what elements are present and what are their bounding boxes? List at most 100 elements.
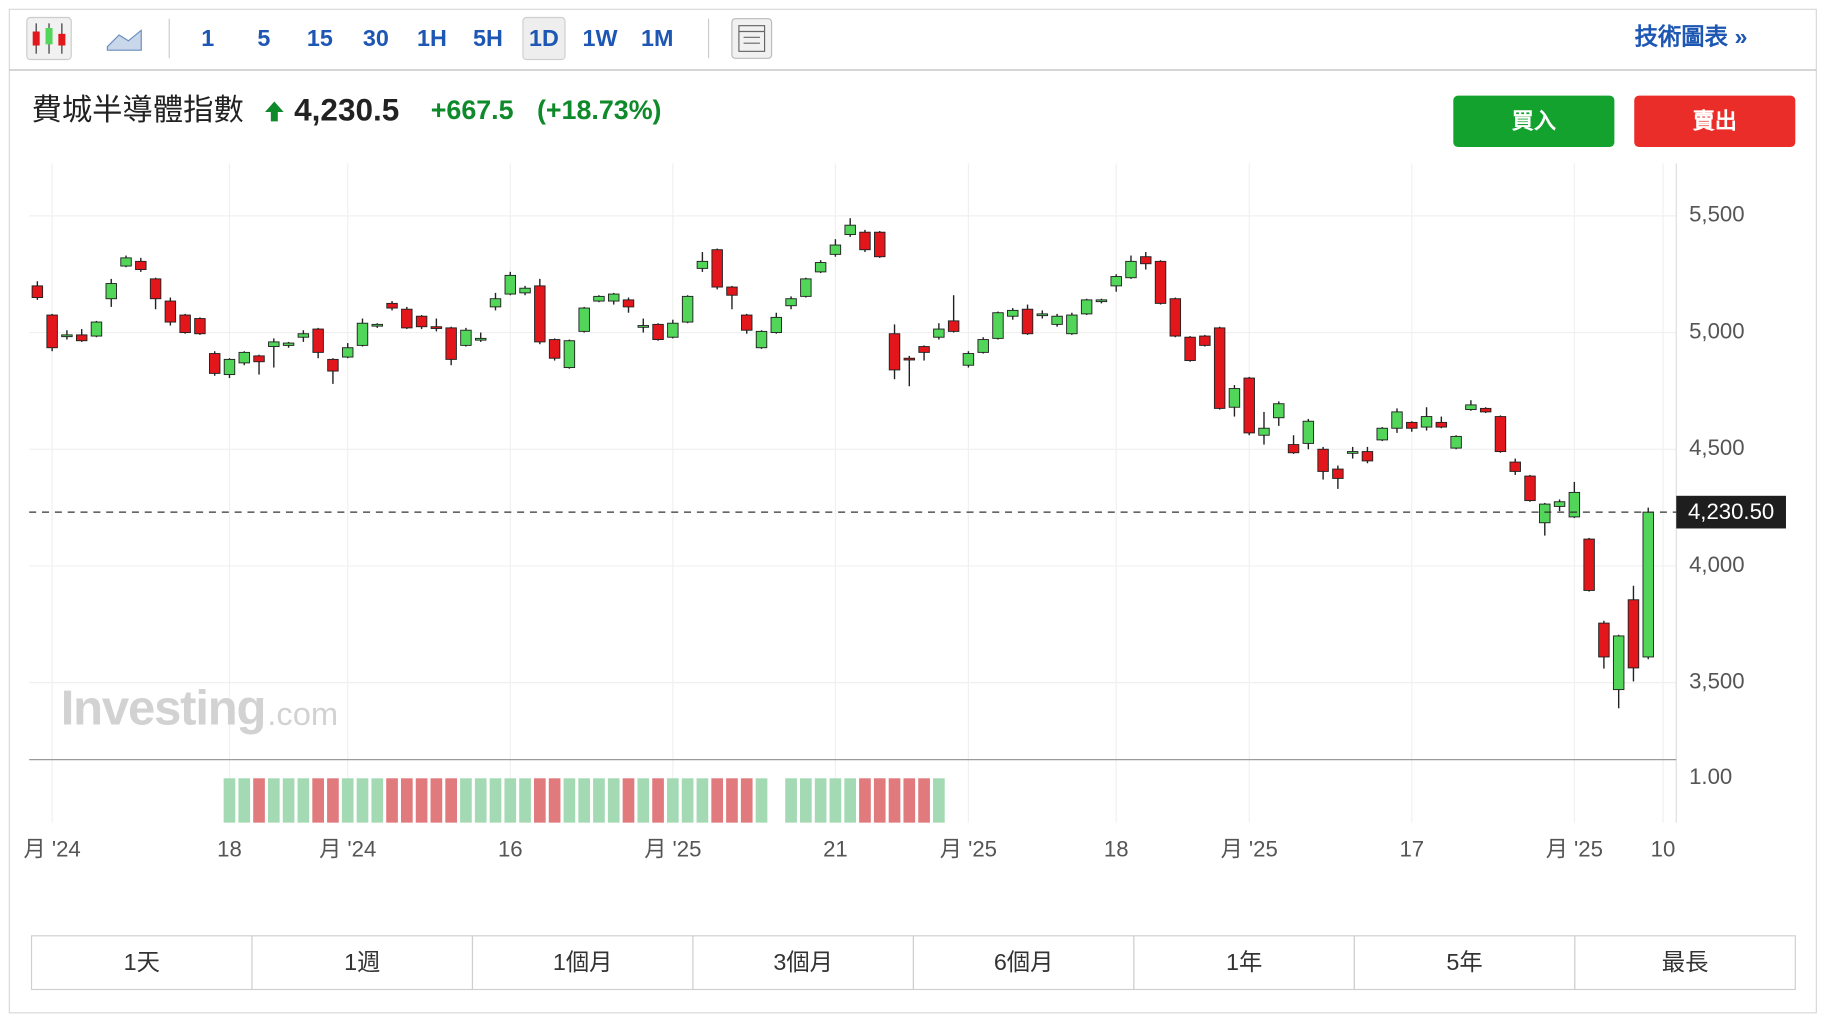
candle-body (386, 302, 398, 309)
candle-body (1612, 635, 1625, 691)
candle-body (1080, 299, 1093, 315)
interval[interactable]: 1M (641, 25, 673, 51)
candle-body (61, 334, 73, 338)
change: +667.5 (431, 95, 514, 125)
price: 4,230.5 (294, 91, 399, 127)
interval[interactable]: 30 (363, 25, 389, 51)
candle-body (149, 278, 162, 300)
candle-body (179, 314, 191, 334)
range-button[interactable] (251, 935, 474, 991)
candle-body (888, 333, 901, 371)
frame (8, 8, 1817, 1014)
candle-body (755, 330, 768, 349)
volume-bar (918, 778, 930, 823)
last-price-label: 4,230.50 (1688, 499, 1774, 524)
candle-body (356, 322, 369, 346)
interval[interactable]: 5 (257, 25, 270, 51)
x-tick-label: 月 '25 (1221, 837, 1278, 862)
volume-bar (356, 778, 369, 823)
candle-body (1287, 444, 1300, 454)
candle-body (962, 353, 975, 366)
candle-icon[interactable] (26, 16, 72, 61)
candle-body (75, 334, 88, 342)
candle-body (1051, 315, 1063, 325)
range-label: 3個月 (773, 949, 833, 975)
candle-body (1021, 308, 1034, 335)
volume-bar (681, 778, 694, 823)
candle-body (223, 358, 236, 376)
volume-bar (933, 778, 945, 823)
candle-body (312, 328, 324, 353)
range-button[interactable] (30, 935, 253, 991)
volume-bar (312, 778, 324, 823)
candle-body (534, 285, 546, 343)
candle-body (608, 293, 620, 302)
candle-body (1140, 256, 1152, 265)
candle-body (401, 308, 413, 329)
interval[interactable]: 1 (201, 25, 214, 51)
candle-body (977, 339, 989, 353)
buy-button[interactable] (1453, 95, 1615, 148)
x-tick-label: 17 (1399, 837, 1424, 862)
candle-body (726, 286, 738, 296)
interval[interactable]: 15 (307, 25, 333, 51)
range-button[interactable] (692, 935, 915, 991)
volume-bar (652, 778, 664, 823)
candle-body (1583, 538, 1595, 591)
candle-body (1435, 421, 1448, 428)
volume-bar (223, 778, 236, 823)
candle-body (622, 299, 635, 308)
candle-body (1332, 468, 1344, 479)
range-button[interactable] (1574, 935, 1796, 991)
candle-body (519, 287, 531, 294)
candle-body (1199, 335, 1211, 346)
range-button[interactable] (471, 935, 694, 991)
candle-body (164, 300, 177, 323)
candle-body (933, 328, 945, 338)
range-button[interactable] (912, 935, 1135, 991)
candle-body (844, 224, 856, 236)
candle-body (1228, 388, 1241, 408)
candle-body (1391, 411, 1403, 429)
candle-body (297, 333, 310, 338)
range-button[interactable] (1133, 935, 1355, 991)
candle-body (652, 323, 664, 341)
candle-body (785, 298, 797, 307)
candle-body (1273, 403, 1285, 419)
volume-bar (873, 778, 886, 823)
volume-bar (519, 778, 531, 823)
candle-body (1302, 420, 1315, 444)
candle-body (1184, 336, 1196, 362)
layout-icon[interactable] (731, 18, 773, 59)
candle-body (1346, 451, 1359, 454)
candle-body (1420, 416, 1433, 428)
plot: 3,500 4,000 4,500 5,000 5,500 月 '24 18 月 '24 16 月… (24, 163, 1786, 861)
volume-bar (504, 778, 517, 823)
candle-body (741, 314, 753, 331)
volume-bar (755, 778, 768, 823)
interval[interactable]: 1H (417, 25, 447, 51)
technical-chart-link[interactable]: 技術圖表 » (1635, 23, 1748, 50)
volume-bar (415, 778, 428, 823)
candle-body (1361, 451, 1374, 462)
candle-body (578, 307, 590, 332)
range-label: 1天 (124, 949, 160, 975)
line-icon[interactable] (106, 29, 142, 51)
volume-bar (253, 778, 265, 823)
sell-label: 賣出 (1692, 108, 1737, 133)
interval[interactable]: 1D (529, 25, 559, 51)
candle-body (208, 353, 221, 374)
range-label: 1年 (1226, 949, 1262, 975)
candle-body (489, 298, 502, 308)
candle-body (1258, 427, 1270, 436)
range-label: 1個月 (553, 949, 613, 975)
candle-body (46, 314, 58, 349)
interval[interactable]: 1W (582, 25, 617, 51)
volume-bar (563, 778, 576, 823)
candle-body (770, 316, 783, 334)
y-tick-label: 5,000 (1689, 318, 1744, 343)
volume-bar (859, 778, 871, 823)
interval[interactable]: 5H (473, 25, 503, 51)
sell-button[interactable] (1634, 95, 1796, 148)
range-button[interactable] (1353, 935, 1576, 991)
